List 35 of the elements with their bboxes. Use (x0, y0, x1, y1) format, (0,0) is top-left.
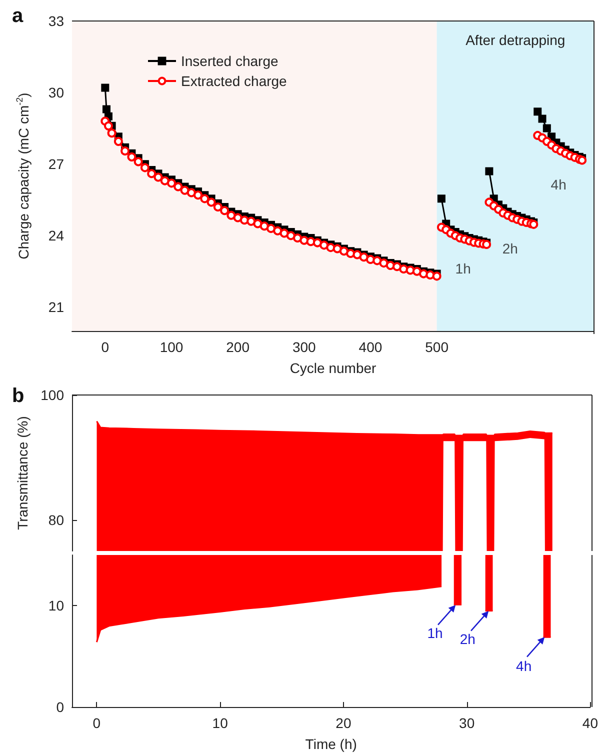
y-tick-label: 24 (48, 228, 64, 244)
y-tick-label: 30 (48, 84, 64, 101)
x-tick-label: 100 (160, 339, 184, 355)
annotation: 4h (516, 658, 532, 674)
x-tick-label: 0 (92, 715, 101, 731)
x-axis-title: Cycle number (290, 360, 377, 376)
y-tick-label: 0 (56, 699, 64, 715)
legend-label: Inserted charge (181, 53, 278, 69)
annotation: 1h (427, 625, 443, 642)
y-tick-label: 10 (48, 598, 64, 614)
band-label: After detrapping (466, 32, 566, 48)
y-tick-label: 33 (48, 13, 64, 29)
annotation: 2h (502, 240, 518, 256)
x-tick-label: 10 (212, 715, 228, 731)
y-tick-label: 100 (40, 387, 64, 403)
y-axis-title: Transmittance (%) (14, 416, 31, 530)
annotation: 4h (550, 176, 566, 192)
annotation: 1h (455, 260, 471, 276)
text: a (12, 5, 24, 27)
annotation: 2h (460, 631, 476, 648)
x-tick-label: 500 (425, 339, 449, 355)
y-tick-label: 21 (48, 299, 64, 316)
x-tick-label: 30 (459, 715, 475, 731)
x-tick-label: 300 (292, 339, 316, 355)
y-tick-label: 80 (48, 512, 64, 528)
text: b (12, 385, 24, 407)
y-axis-title: Charge capacity (mC cm-2) (14, 92, 32, 260)
x-tick-label: 0 (101, 339, 110, 355)
y-tick-label: 27 (48, 156, 64, 172)
x-tick-label: 20 (336, 715, 352, 731)
legend-label: Extracted charge (181, 73, 288, 89)
x-tick-label: 200 (226, 339, 250, 355)
x-tick-label: 400 (358, 339, 382, 355)
x-tick-label: 40 (582, 715, 598, 731)
x-axis-title: Time (h) (305, 736, 357, 752)
